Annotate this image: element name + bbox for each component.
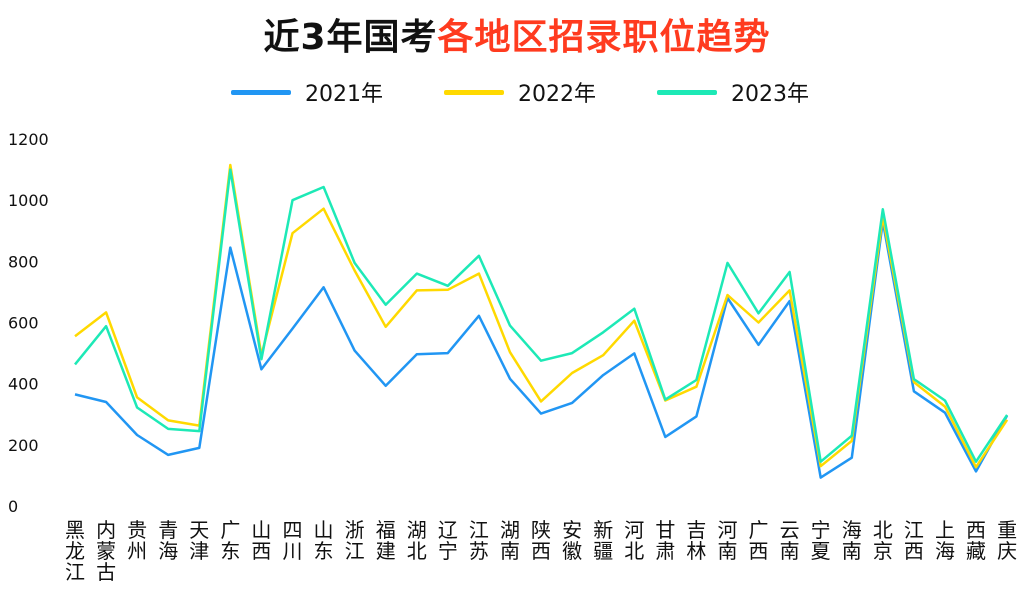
series-line-2023年 [74,168,1009,463]
x-category-label: 新疆 [593,518,613,563]
x-category-label: 河南 [717,518,737,563]
x-category-label: 黑龙江 [65,518,85,584]
series-line-2021年 [74,220,1009,479]
legend-swatch-2023 [657,89,717,95]
y-tick-label: 1200 [8,130,49,149]
y-tick-label: 600 [8,314,39,333]
x-category-label: 西藏 [966,518,986,563]
x-category-label: 重庆 [997,518,1017,563]
legend-item-2023[interactable]: 2023年 [657,76,809,108]
y-tick-label: 0 [8,497,18,516]
y-tick-label: 400 [8,375,39,394]
y-tick-label: 1000 [8,191,49,210]
legend-swatch-2022 [444,89,504,95]
x-category-label: 海南 [842,518,862,563]
x-category-label: 福建 [376,518,396,563]
x-category-label: 湖南 [500,518,520,563]
x-category-label: 山东 [314,518,334,563]
x-category-label: 安徽 [562,518,582,563]
x-category-label: 辽宁 [438,518,458,563]
x-category-label: 广西 [749,518,769,563]
legend-label-2021: 2021年 [305,82,383,107]
chart-title-part1: 近3年国考 [263,17,438,58]
chart-title: 近3年国考各地区招录职位趋势 [0,8,1034,60]
x-category-label: 上海 [935,518,955,563]
legend-item-2022[interactable]: 2022年 [444,76,596,108]
y-tick-label: 200 [8,436,39,455]
x-category-label: 甘肃 [655,518,675,563]
legend: 2021年 2022年 2023年 [0,76,1034,108]
legend-item-2021[interactable]: 2021年 [231,76,383,108]
legend-label-2022: 2022年 [518,82,596,107]
x-category-label: 河北 [624,518,644,563]
x-category-label: 湖北 [407,518,427,563]
x-category-label: 云南 [780,518,800,563]
x-category-label: 天津 [189,518,209,563]
legend-swatch-2021 [231,89,291,95]
y-tick-label: 800 [8,252,39,271]
x-category-label: 青海 [158,518,178,563]
chart-title-part2: 各地区招录职位趋势 [437,17,771,58]
x-category-label: 北京 [873,518,893,563]
x-category-label: 广东 [220,518,240,563]
x-category-label: 内蒙古 [96,518,116,584]
x-category-label: 宁夏 [811,518,831,563]
x-category-label: 贵州 [127,518,147,563]
x-category-label: 吉林 [686,518,706,563]
legend-label-2023: 2023年 [731,82,809,107]
x-category-label: 陕西 [531,518,551,563]
x-category-label: 江西 [904,518,924,563]
x-category-label: 浙江 [345,518,365,563]
x-category-label: 四川 [282,518,302,563]
x-category-label: 江苏 [469,518,489,563]
x-category-label: 山西 [251,518,271,563]
series-line-2022年 [74,163,1009,469]
